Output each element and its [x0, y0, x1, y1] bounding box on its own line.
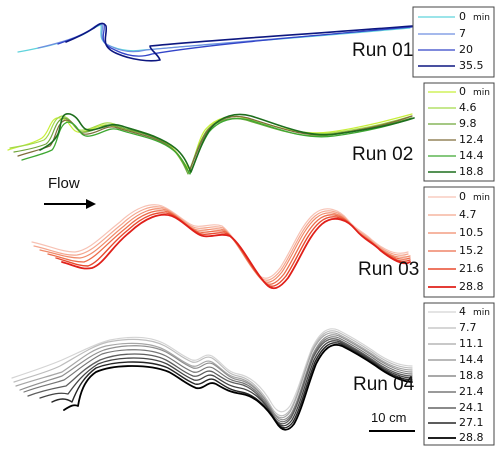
run-04-legend-value: 21.4: [459, 385, 484, 398]
run-04-legend-value: 28.8: [459, 431, 484, 444]
run-04-group: Run 04 4 min 7.7 11.1 14.4 18.8 21.4 24.…: [11, 302, 495, 446]
flow-label: Flow: [48, 175, 80, 192]
run-03-trace-5: [61, 213, 411, 290]
run-04-legend-box: [423, 302, 495, 446]
scale-bar-label: 10 cm: [371, 410, 406, 425]
run-04-trace-5: [27, 338, 413, 425]
run-02-traces: [7, 113, 415, 175]
run-04-legend-value: 18.8: [459, 369, 484, 382]
run-03-legend-value: 21.6: [459, 262, 484, 275]
run-04-legend-unit: min: [473, 308, 490, 318]
run-03-legend-value: 10.5: [459, 226, 484, 239]
run-03-legend-value: 28.8: [459, 280, 484, 293]
run-04-trace-7: [51, 342, 413, 429]
run-04-legend-value: 24.1: [459, 401, 484, 414]
scale-bar: 10 cm: [369, 410, 415, 432]
run-01-legend-unit: min: [473, 13, 490, 23]
run-04-trace-6: [39, 340, 413, 427]
run-04-legend-value: 27.1: [459, 416, 484, 429]
run-01-label: Run 01: [352, 40, 413, 61]
run-01-legend: 0 min 7 20 35.5: [412, 6, 495, 78]
run-02-legend: 0 min 4.6 9.8 12.4 14.4 18.8: [423, 82, 495, 182]
run-01-legend-value: 35.5: [459, 59, 484, 72]
run-04-trace-8: [63, 343, 413, 431]
run-01-legend-value: 7: [459, 27, 466, 40]
run-03-group: Run 03 0 min 4.7 10.5 15.2 21.6 28.8: [31, 186, 495, 298]
run-03-legend-value: 4.7: [459, 208, 477, 221]
run-02-legend-box: [423, 82, 495, 182]
flow-indicator: Flow: [44, 175, 96, 209]
run-04-trace-2: [15, 332, 413, 419]
run-02-group: Run 02 0 min 4.6 9.8 12.4 14.4 18.8: [7, 82, 495, 182]
run-02-legend-value: 0: [459, 85, 466, 98]
run-04-trace-1: [13, 330, 413, 417]
run-04-trace-0: [11, 328, 413, 413]
run-03-legend-box: [423, 186, 495, 298]
run-03-traces: [31, 204, 411, 290]
run-03-label: Run 03: [358, 259, 419, 280]
run-04-legend-value: 14.4: [459, 353, 484, 366]
run-03-trace-1: [33, 206, 409, 281]
run-04-legend-value: 11.1: [459, 337, 484, 350]
run-01-legend-value: 0: [459, 10, 466, 23]
run-02-label: Run 02: [352, 144, 413, 165]
run-01-trace-3: [65, 22, 413, 62]
run-04-trace-3: [19, 334, 413, 421]
run-02-trace-4: [21, 117, 413, 175]
run-02-legend-value: 9.8: [459, 117, 477, 130]
run-02-legend-value: 18.8: [459, 165, 484, 178]
run-03-legend-value: 15.2: [459, 244, 484, 257]
run-03-legend-unit: min: [473, 193, 490, 203]
run-02-trace-5: [39, 113, 415, 173]
run-04-legend-value: 7.7: [459, 321, 477, 334]
run-04-label: Run 04: [353, 374, 415, 395]
run-02-legend-value: 14.4: [459, 149, 484, 162]
run-03-trace-0: [31, 204, 409, 279]
run-04-legend: 4 min 7.7 11.1 14.4 18.8 21.4 24.1 27.1 …: [423, 302, 495, 446]
run-04-legend-value: 4: [459, 305, 466, 318]
run-01-legend-value: 20: [459, 43, 473, 56]
run-02-legend-value: 4.6: [459, 101, 477, 114]
flow-arrowhead-icon: [86, 199, 96, 209]
run-03-legend-value: 0: [459, 190, 466, 203]
run-02-legend-unit: min: [473, 88, 490, 98]
run-03-legend: 0 min 4.7 10.5 15.2 21.6 28.8: [423, 186, 495, 298]
run-03-trace-4: [55, 212, 411, 287]
run-04-trace-4: [23, 336, 413, 423]
run-01-traces: [17, 22, 413, 62]
run-01-group: Run 01 0 min 7 20 35.5: [17, 6, 495, 78]
run-04-traces: [11, 328, 413, 431]
run-02-legend-value: 12.4: [459, 133, 484, 146]
run-03-trace-3: [47, 210, 411, 285]
